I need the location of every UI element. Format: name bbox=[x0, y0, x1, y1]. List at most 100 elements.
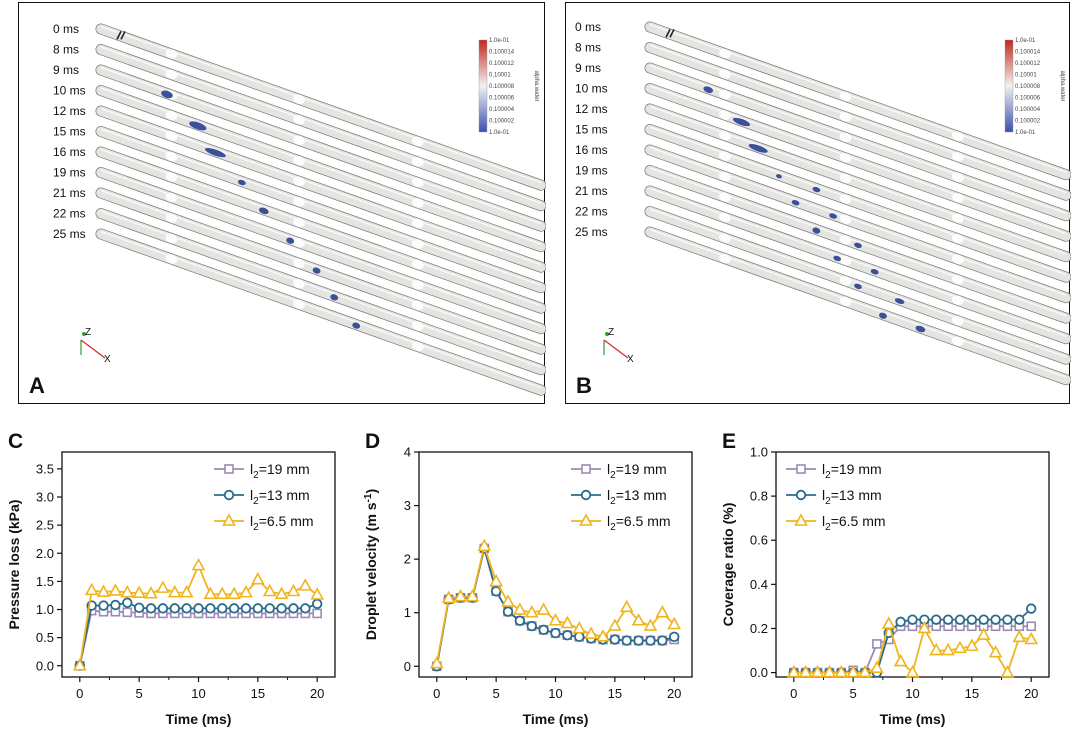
data-point bbox=[978, 614, 989, 625]
droplet bbox=[829, 213, 837, 219]
legend-label-rest: =19 mm bbox=[831, 461, 882, 477]
legend-item: l2=19 mm bbox=[214, 461, 310, 481]
chart-d-droplet-velocity: D 0 5 10 15 20 0 1 2 3 4 Time (ms) Droplet velocity … bbox=[357, 420, 714, 746]
data-point bbox=[538, 624, 549, 636]
data-point bbox=[1024, 631, 1039, 645]
tube-constriction bbox=[951, 316, 964, 326]
droplet bbox=[812, 186, 821, 193]
tube-constriction bbox=[951, 213, 964, 223]
data-point bbox=[536, 602, 551, 615]
data-point bbox=[144, 586, 158, 599]
legend-label-sub: 2 bbox=[253, 470, 259, 481]
colorbar-tick-label: 0.100008 bbox=[489, 84, 515, 90]
data-point bbox=[810, 664, 825, 678]
time-label: 16 ms bbox=[575, 143, 608, 157]
tube-constriction bbox=[719, 69, 731, 79]
panel-a-canvas: 0 ms 8 ms 9 ms 10 ms 12 ms 15 ms 16 ms 19 ms 21 … bbox=[29, 22, 546, 398]
series-triangle bbox=[429, 538, 682, 669]
legend-label-sub: 2 bbox=[825, 522, 831, 533]
data-point bbox=[441, 590, 456, 604]
tube bbox=[95, 167, 546, 335]
data-point bbox=[584, 626, 598, 639]
colorbar-tick-label: 1.0e-01 bbox=[1015, 130, 1036, 136]
tube bbox=[95, 228, 546, 396]
data-point bbox=[976, 627, 991, 640]
panel-letter: B bbox=[576, 373, 592, 398]
tube bbox=[95, 126, 546, 294]
colorbar-tick-label: 1.0e-01 bbox=[1015, 38, 1036, 44]
data-point bbox=[217, 603, 228, 614]
legend-label-rest: =6.5 mm bbox=[259, 513, 314, 529]
tube-group bbox=[95, 23, 546, 396]
droplet bbox=[352, 322, 361, 329]
data-point bbox=[858, 664, 872, 678]
droplet-group bbox=[665, 29, 926, 333]
data-point bbox=[477, 538, 492, 552]
legend-label-rest: =19 mm bbox=[616, 461, 667, 477]
tube-constriction bbox=[839, 214, 852, 225]
droplet-group bbox=[116, 31, 361, 329]
data-point bbox=[274, 586, 289, 600]
y-axis-label-main: Droplet velocity (m s bbox=[363, 502, 379, 640]
legend-label-main: l bbox=[822, 461, 825, 477]
y-tick-label: 0.0 bbox=[750, 665, 768, 680]
y-tick-label: 1.5 bbox=[36, 574, 54, 589]
data-point bbox=[191, 557, 206, 571]
data-point bbox=[215, 586, 230, 600]
data-point bbox=[798, 664, 813, 678]
droplet bbox=[312, 267, 321, 274]
data-point bbox=[619, 599, 634, 613]
legend-item: l2=19 mm bbox=[571, 461, 667, 481]
droplet bbox=[812, 227, 821, 234]
data-point bbox=[84, 582, 99, 596]
data-point bbox=[631, 613, 646, 626]
time-label: 19 ms bbox=[575, 164, 608, 178]
data-point bbox=[181, 603, 192, 614]
y-axis-label: Droplet velocity (m s-1) bbox=[363, 489, 379, 640]
tube bbox=[644, 124, 1071, 283]
legend-item: l2=6.5 mm bbox=[214, 513, 314, 533]
tube-constriction bbox=[165, 172, 178, 182]
legend-label-rest: =13 mm bbox=[259, 487, 310, 503]
data-point bbox=[286, 583, 301, 597]
time-label-group: 0 ms 8 ms 9 ms 10 ms 12 ms 15 ms 16 ms 19 ms 21 … bbox=[53, 22, 86, 241]
x-tick-label: 5 bbox=[850, 686, 857, 701]
tube-constriction bbox=[951, 193, 964, 203]
tube-highlight bbox=[649, 228, 1067, 378]
tube-constriction bbox=[951, 254, 964, 264]
data-point bbox=[579, 513, 593, 526]
tube-constriction bbox=[951, 234, 964, 244]
data-point bbox=[122, 597, 133, 608]
droplet bbox=[204, 147, 226, 158]
data-point bbox=[227, 586, 241, 600]
time-label: 0 ms bbox=[53, 22, 79, 36]
legend-label-sub: 2 bbox=[825, 470, 831, 481]
inlet-marker bbox=[669, 29, 675, 38]
x-tick-label: 10 bbox=[191, 686, 205, 701]
tube-constriction bbox=[165, 213, 178, 223]
legend-label-sub: 2 bbox=[253, 496, 259, 507]
tube bbox=[644, 103, 1071, 263]
colorbar-tick-label: 0.100002 bbox=[1015, 119, 1041, 125]
data-point bbox=[931, 614, 942, 625]
x-tick-label: 10 bbox=[905, 686, 919, 701]
tube-constriction bbox=[293, 279, 305, 289]
x-tick-label: 0 bbox=[76, 686, 83, 701]
tube-constriction bbox=[165, 49, 178, 59]
legend-label-main: l bbox=[607, 513, 610, 529]
data-point bbox=[167, 584, 182, 598]
legend-item: l2=13 mm bbox=[214, 487, 310, 507]
y-tick-label: 0.2 bbox=[750, 621, 768, 636]
time-label: 22 ms bbox=[53, 207, 86, 221]
tube bbox=[644, 42, 1071, 201]
legend-label: l2=13 mm bbox=[822, 487, 882, 507]
colorbar-tick-label: 0.100014 bbox=[489, 50, 515, 56]
y-tick-label: 0.4 bbox=[750, 577, 768, 592]
data-point bbox=[513, 602, 527, 615]
data-point bbox=[609, 634, 621, 645]
data-point bbox=[870, 660, 884, 673]
tube-constriction bbox=[411, 280, 424, 290]
axis-triad: Z X bbox=[80, 327, 111, 365]
data-point bbox=[1000, 664, 1015, 678]
y-tick-label: 0.5 bbox=[36, 630, 54, 645]
